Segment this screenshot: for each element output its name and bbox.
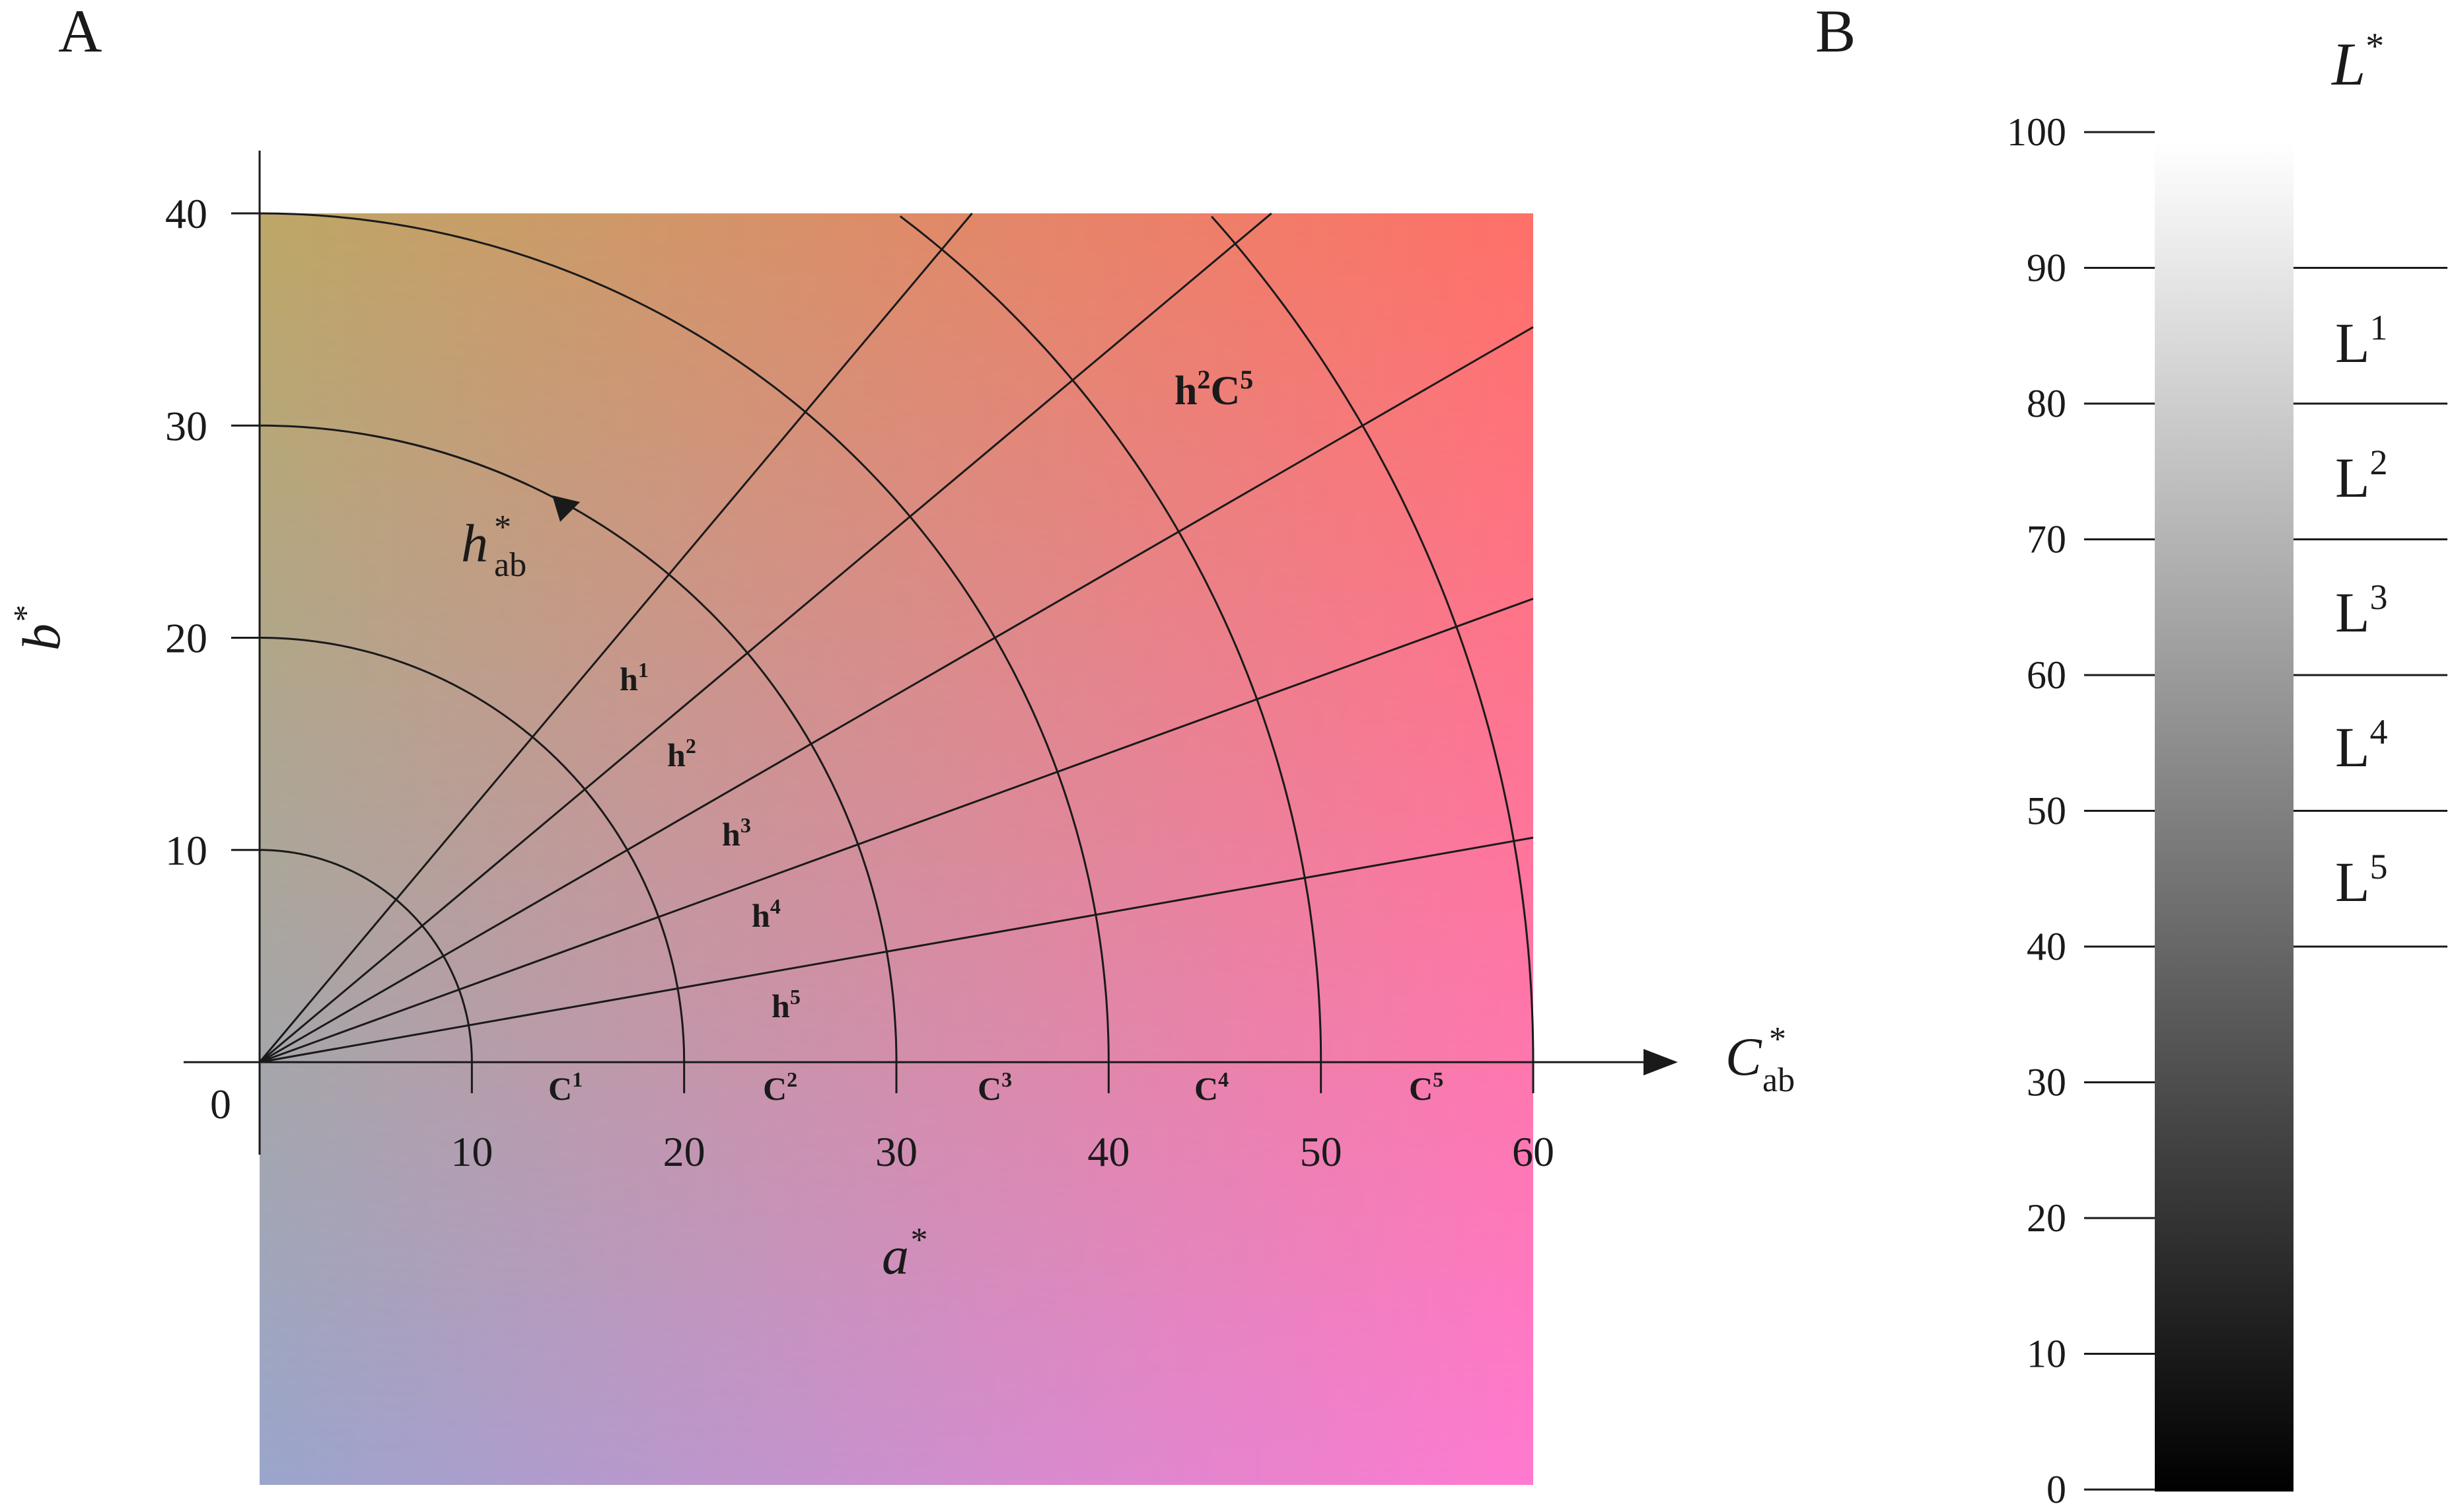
b-tick-label: 20 [165, 615, 207, 662]
b-axis-ticks: 10 20 30 40 [165, 190, 260, 874]
lightness-class-label: L1 [2335, 308, 2388, 375]
lightness-class-label: L4 [2335, 712, 2388, 779]
chroma-circle [260, 849, 473, 1062]
chroma-class-label: C5 [1409, 1067, 1443, 1107]
example-cell-label: h2C5 [1174, 365, 1253, 414]
a-tick-label: 40 [1087, 1128, 1130, 1175]
hue-class-labels: h1 h2 h3 h4 h5 [620, 658, 801, 1025]
hue-ray [259, 212, 1272, 1063]
lightness-tick-label: 80 [2027, 382, 2066, 425]
b-tick-label: 40 [165, 190, 207, 237]
hue-ray [259, 326, 1534, 1063]
lightness-tick-label: 10 [2027, 1332, 2066, 1376]
lightness-tick-label: 20 [2027, 1196, 2066, 1240]
lightness-tick-label: 70 [2027, 518, 2066, 561]
lightness-tick-label: 30 [2027, 1061, 2066, 1104]
lightness-ticks: 0 10 20 30 40 50 60 70 80 90 100 [2007, 110, 2155, 1511]
color-background [260, 213, 1533, 1485]
lightness-class-label: L5 [2335, 847, 2388, 914]
chroma-class-label: C1 [548, 1067, 583, 1107]
chroma-class-label: C2 [763, 1067, 797, 1107]
panel-a: A 10 20 30 40 10 20 30 40 50 60 0 a* b* C * ab h * a… [7, 0, 1795, 1485]
lightness-tick-label: 60 [2027, 653, 2066, 697]
lightness-tick-label: 50 [2027, 789, 2066, 833]
hue-class-label: h4 [752, 894, 781, 934]
chroma-class-labels: C1 C2 C3 C4 C5 [548, 1067, 1443, 1107]
b-tick-label: 30 [165, 402, 207, 449]
b-axis-title: b* [7, 606, 71, 651]
lightness-tick-label: 100 [2007, 110, 2066, 154]
hue-arrow-head [552, 495, 580, 522]
chroma-class-label: C3 [978, 1067, 1012, 1107]
chroma-circle [1211, 215, 1535, 1063]
panel-b-label: B [1815, 0, 1856, 65]
lightness-tick-label: 0 [2046, 1468, 2066, 1511]
chroma-circle [260, 637, 686, 1063]
lightness-class-labels: L1 L2 L3 L4 L5 [2335, 308, 2388, 914]
lightness-gradient-bar [2155, 142, 2293, 1492]
hue-rays [258, 212, 1534, 1063]
hue-ray [259, 597, 1534, 1063]
origin-label: 0 [210, 1081, 231, 1128]
chroma-class-label: C4 [1194, 1067, 1229, 1107]
hue-ray [258, 213, 973, 1063]
hue-angle-label: h * ab [461, 509, 526, 584]
hue-class-label: h1 [620, 658, 649, 698]
hue-class-label: h5 [772, 985, 801, 1025]
lightness-class-dividers [2293, 267, 2447, 948]
lightness-tick-label: 40 [2027, 925, 2066, 968]
lightness-tick-label: 90 [2027, 246, 2066, 290]
lightness-class-label: L3 [2335, 577, 2388, 644]
hue-class-label: h3 [722, 813, 751, 853]
lightness-axis-title: L* [2330, 26, 2384, 98]
chroma-circle [899, 215, 1322, 1063]
a-axis-title: a* [882, 1221, 926, 1285]
hue-direction-arrow [370, 434, 530, 486]
panel-b: B L* 0 10 20 30 40 50 60 70 80 90 100 L1 L2 L3 L4 … [1815, 0, 2447, 1511]
hue-class-label: h2 [667, 734, 696, 774]
a-tick-label: 30 [875, 1128, 918, 1175]
hue-ray [259, 836, 1534, 1063]
a-tick-label: 60 [1512, 1128, 1554, 1175]
a-tick-label: 20 [663, 1128, 705, 1175]
chroma-circle [259, 212, 1110, 1062]
a-tick-label: 10 [451, 1128, 493, 1175]
chroma-axis-label: C * ab [1725, 1021, 1795, 1099]
b-tick-label: 10 [165, 827, 207, 874]
a-axis-ticks: 10 20 30 40 50 60 [451, 1062, 1554, 1175]
chroma-axis-arrow [1643, 1049, 1678, 1075]
panel-a-label: A [58, 0, 102, 65]
lightness-class-label: L2 [2335, 443, 2388, 509]
a-tick-label: 50 [1300, 1128, 1342, 1175]
